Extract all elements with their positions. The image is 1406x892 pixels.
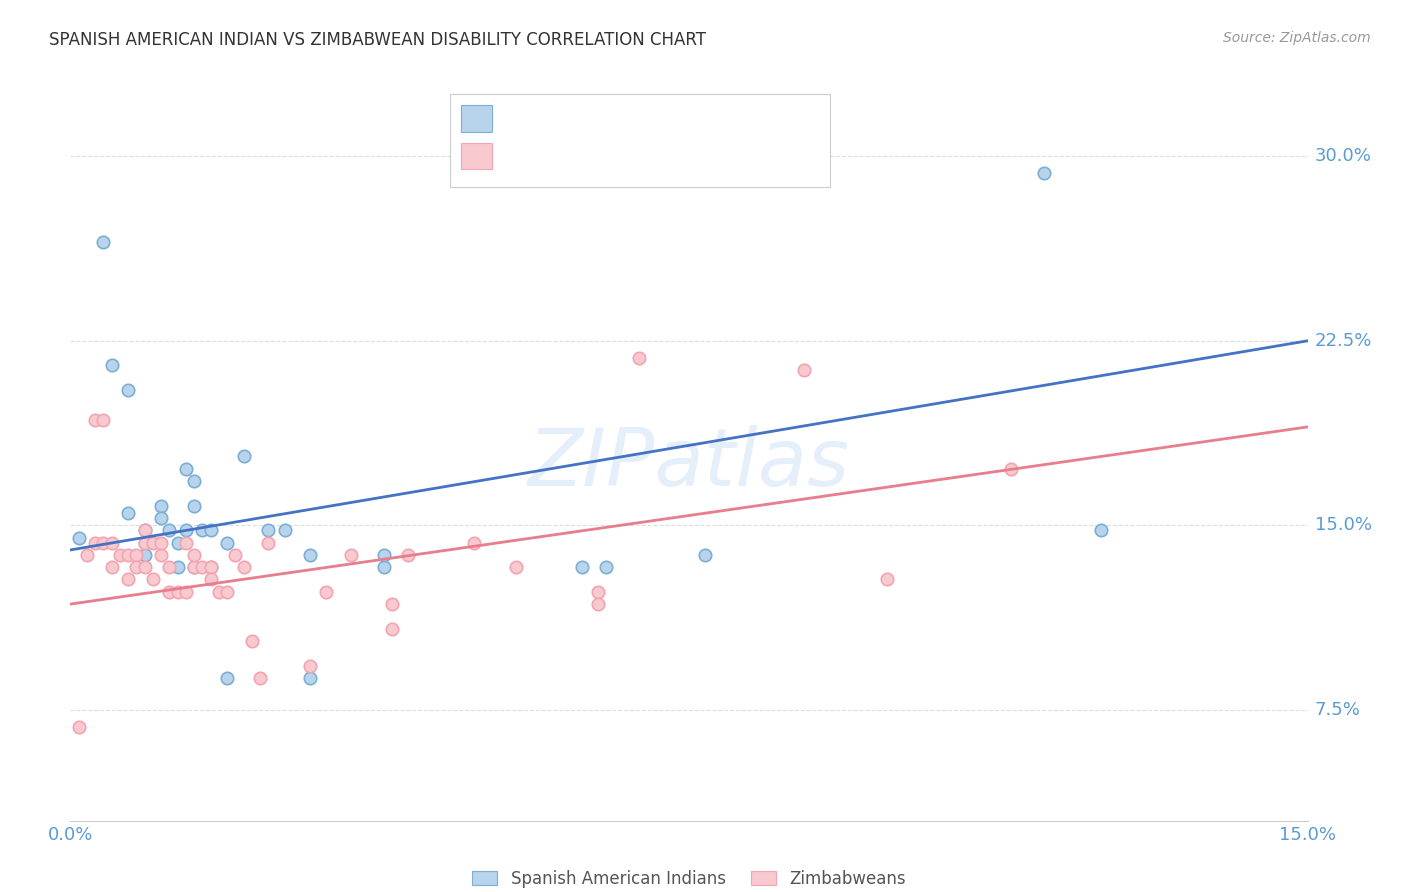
Point: [117, 548, 139, 562]
Point: [200, 523, 222, 537]
Text: R = 0.298: R = 0.298: [503, 147, 593, 165]
Point: [200, 560, 222, 574]
Point: [257, 535, 280, 549]
Point: [1032, 166, 1054, 180]
Point: [183, 560, 205, 574]
Text: ZIPatlas: ZIPatlas: [527, 425, 851, 503]
Point: [257, 523, 280, 537]
Point: [628, 351, 651, 365]
Point: [100, 535, 122, 549]
Point: [91, 235, 114, 250]
Text: SPANISH AMERICAN INDIAN VS ZIMBABWEAN DISABILITY CORRELATION CHART: SPANISH AMERICAN INDIAN VS ZIMBABWEAN DI…: [49, 31, 706, 49]
Legend: Spanish American Indians, Zimbabweans: Spanish American Indians, Zimbabweans: [465, 863, 912, 892]
Point: [249, 671, 271, 685]
Point: [224, 548, 246, 562]
Point: [695, 548, 717, 562]
Point: [84, 535, 107, 549]
Point: [381, 597, 404, 611]
Point: [157, 523, 180, 537]
Text: 30.0%: 30.0%: [1315, 147, 1371, 165]
Point: [157, 584, 180, 599]
Text: N = 35: N = 35: [696, 110, 759, 128]
Point: [174, 535, 197, 549]
Point: [134, 548, 156, 562]
Point: [876, 573, 898, 587]
Point: [125, 560, 148, 574]
Text: N = 51: N = 51: [696, 147, 759, 165]
Point: [183, 560, 205, 574]
Point: [150, 499, 173, 513]
Point: [125, 548, 148, 562]
Point: [142, 573, 165, 587]
Text: Source: ZipAtlas.com: Source: ZipAtlas.com: [1223, 31, 1371, 45]
Point: [191, 560, 214, 574]
Point: [381, 622, 404, 636]
Point: [215, 671, 238, 685]
Point: [166, 584, 188, 599]
Point: [117, 573, 139, 587]
Point: [134, 523, 156, 537]
Point: [215, 535, 238, 549]
Point: [91, 535, 114, 549]
Point: [134, 535, 156, 549]
Point: [298, 658, 321, 673]
Point: [339, 548, 361, 562]
Point: [793, 363, 815, 377]
Point: [150, 511, 173, 525]
Point: [200, 560, 222, 574]
Point: [595, 560, 617, 574]
Point: [586, 597, 609, 611]
Point: [142, 535, 165, 549]
Point: [100, 560, 122, 574]
Point: [174, 584, 197, 599]
Point: [166, 560, 188, 574]
Point: [134, 523, 156, 537]
Point: [183, 474, 205, 488]
Point: [174, 462, 197, 476]
Point: [183, 499, 205, 513]
Point: [505, 560, 527, 574]
Point: [373, 560, 395, 574]
Point: [398, 548, 420, 562]
Text: 22.5%: 22.5%: [1315, 332, 1372, 350]
Point: [76, 548, 98, 562]
Point: [183, 548, 205, 562]
Point: [150, 548, 173, 562]
Point: [166, 535, 188, 549]
Point: [274, 523, 297, 537]
Point: [463, 535, 485, 549]
Point: [298, 671, 321, 685]
Point: [150, 535, 173, 549]
Point: [134, 535, 156, 549]
Point: [586, 584, 609, 599]
Point: [117, 506, 139, 520]
Text: 7.5%: 7.5%: [1315, 701, 1361, 719]
Text: R = 0.267: R = 0.267: [503, 110, 593, 128]
Point: [232, 450, 254, 464]
Text: 15.0%: 15.0%: [1315, 516, 1372, 534]
Point: [174, 523, 197, 537]
Point: [134, 560, 156, 574]
Point: [571, 560, 593, 574]
Point: [240, 634, 263, 648]
Point: [215, 584, 238, 599]
Point: [91, 412, 114, 426]
Point: [1090, 523, 1112, 537]
Point: [200, 573, 222, 587]
Point: [100, 359, 122, 373]
Point: [373, 548, 395, 562]
Point: [191, 523, 214, 537]
Point: [208, 584, 231, 599]
Point: [67, 720, 90, 734]
Point: [315, 584, 337, 599]
Point: [84, 412, 107, 426]
Point: [232, 560, 254, 574]
Point: [1000, 462, 1022, 476]
Point: [108, 548, 131, 562]
Point: [67, 531, 90, 545]
Point: [298, 548, 321, 562]
Point: [117, 383, 139, 397]
Point: [157, 560, 180, 574]
